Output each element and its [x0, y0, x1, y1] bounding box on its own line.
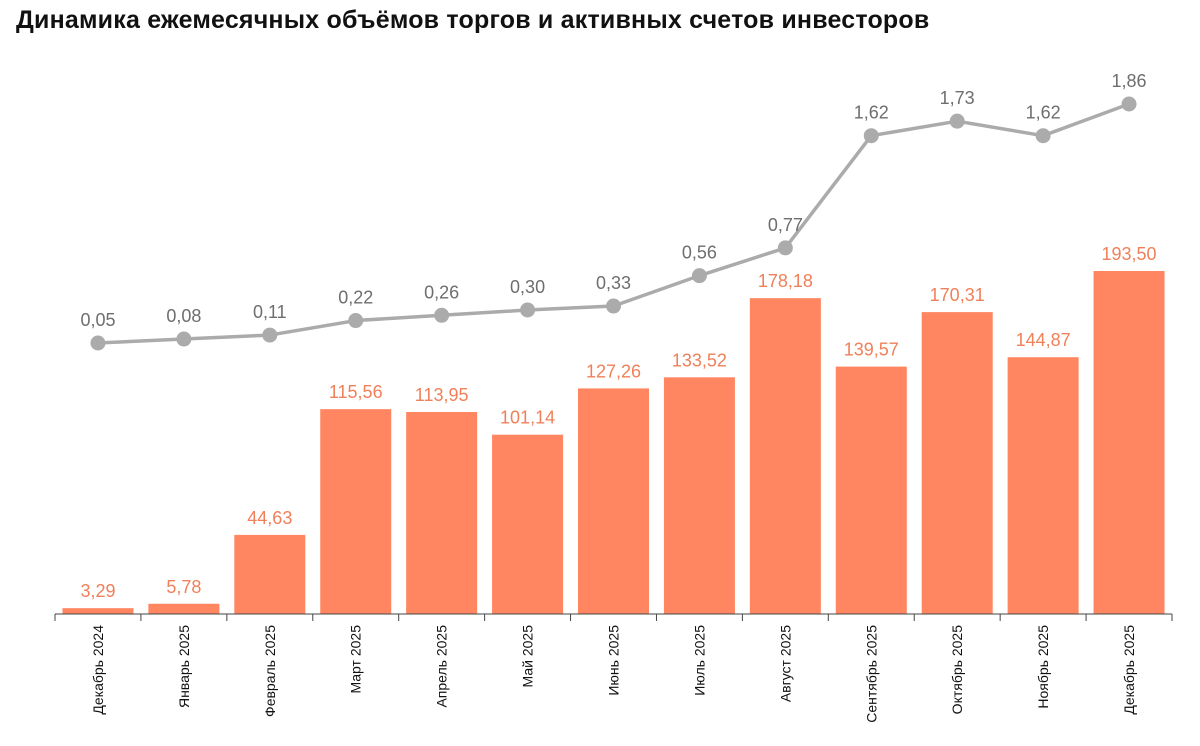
- x-tick-label: Декабрь 2024: [90, 625, 106, 715]
- bar-value-label: 44,63: [247, 508, 292, 528]
- chart-title: Динамика ежемесячных объёмов торгов и ак…: [16, 6, 930, 34]
- bars-layer: [62, 271, 1165, 614]
- x-tick-label: Сентябрь 2025: [863, 625, 879, 723]
- bar: [148, 603, 220, 614]
- line-point: [691, 268, 707, 284]
- x-tick-label: Декабрь 2025: [1121, 625, 1137, 715]
- line-value-label: 1,73: [940, 88, 975, 108]
- bar-labels-layer: 3,29 5,78 44,63 115,56 113,95 101,14 127,26 133…: [80, 244, 1156, 601]
- line-value-label: 0,11: [253, 302, 287, 322]
- x-tick-label: Август 2025: [777, 625, 793, 702]
- line-value-label: 0,08: [166, 306, 201, 326]
- bar: [1007, 357, 1079, 614]
- bar-value-label: 115,56: [329, 382, 383, 402]
- line-point: [949, 113, 965, 129]
- line-point: [520, 302, 536, 318]
- bar-value-label: 5,78: [166, 577, 201, 597]
- x-tick-label: Июль 2025: [691, 625, 707, 696]
- line-value-label: 0,77: [768, 215, 803, 235]
- x-tick-label: Ноябрь 2025: [1035, 625, 1051, 709]
- line-value-label: 1,86: [1112, 71, 1147, 91]
- bar: [921, 312, 993, 614]
- x-tick-label: Март 2025: [348, 625, 364, 694]
- bar: [406, 412, 478, 614]
- bar-value-label: 133,52: [672, 350, 727, 370]
- x-tick-label: Май 2025: [520, 625, 536, 688]
- bar: [320, 409, 392, 614]
- bar: [62, 608, 134, 614]
- line-value-label: 1,62: [854, 103, 889, 123]
- x-tick-label: Апрель 2025: [434, 625, 450, 708]
- bar-value-label: 113,95: [415, 385, 469, 405]
- line-value-label: 0,30: [510, 277, 545, 297]
- bar: [1093, 271, 1165, 614]
- line-layer: 0,05 0,08 0,11 0,22 0,26 0,30 0,33 0,56 0,77 1,62…: [80, 71, 1147, 351]
- line-value-label: 0,05: [80, 310, 115, 330]
- line-point: [262, 327, 278, 343]
- line-point: [777, 240, 793, 256]
- bar: [234, 534, 306, 614]
- line-point: [434, 307, 450, 323]
- line-point: [1121, 96, 1137, 112]
- line-value-label: 0,56: [682, 243, 717, 263]
- x-tick-label: Июнь 2025: [606, 625, 622, 696]
- line-point: [1035, 128, 1051, 144]
- line-point: [176, 331, 192, 347]
- line-point: [606, 298, 621, 314]
- bar-value-label: 139,57: [844, 340, 899, 360]
- bar-value-label: 178,18: [758, 271, 813, 291]
- line-value-label: 0,22: [338, 288, 373, 308]
- bar: [492, 434, 564, 614]
- bar-value-label: 144,87: [1016, 330, 1071, 350]
- bar: [578, 388, 649, 614]
- bar: [749, 298, 821, 614]
- x-tick-label: Январь 2025: [176, 625, 192, 708]
- line-value-label: 1,62: [1026, 103, 1061, 123]
- bar: [835, 366, 907, 614]
- line-point: [90, 335, 106, 351]
- line-value-label: 0,33: [596, 273, 631, 293]
- bar: [663, 377, 735, 614]
- bar-value-label: 101,14: [500, 408, 555, 428]
- x-tick-labels: Декабрь 2024 Январь 2025 Февраль 2025 Март …: [90, 625, 1137, 723]
- x-axis: [54, 613, 1173, 621]
- x-tick-label: Октябрь 2025: [949, 625, 965, 715]
- bar-value-label: 3,29: [80, 581, 115, 601]
- bar-value-label: 193,50: [1102, 244, 1157, 264]
- line-point: [863, 128, 879, 144]
- line-value-label: 0,26: [424, 282, 459, 302]
- bar-value-label: 127,26: [586, 361, 641, 381]
- line-point: [348, 313, 364, 329]
- bar-value-label: 170,31: [930, 285, 985, 305]
- x-tick-label: Февраль 2025: [262, 625, 278, 717]
